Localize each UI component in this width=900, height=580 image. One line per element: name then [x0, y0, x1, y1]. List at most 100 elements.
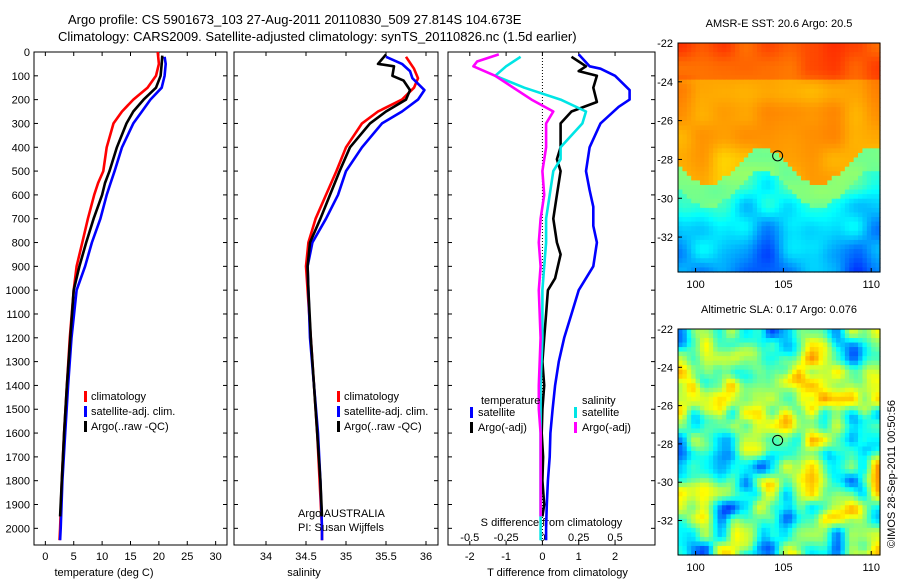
map-cell [805, 56, 811, 62]
map-cell [836, 65, 842, 72]
map-cell [792, 532, 798, 538]
map-cell [735, 194, 741, 200]
map-cell [748, 221, 754, 227]
map-cell [678, 262, 683, 269]
map-cell [840, 473, 846, 479]
map-cell [748, 396, 754, 402]
map-cell [721, 102, 727, 108]
map-cell [765, 342, 771, 348]
map-cell [779, 423, 784, 430]
map-cell [866, 387, 872, 393]
map-cell [836, 235, 842, 241]
map-cell [708, 258, 714, 264]
map-cell [849, 437, 855, 443]
map-cell [871, 171, 877, 177]
map-cell [831, 217, 837, 223]
map-cell [853, 65, 859, 72]
map-cell [827, 369, 833, 375]
map-cell [717, 139, 723, 145]
map-cell [752, 102, 758, 108]
map-cell [717, 70, 723, 76]
map-cell [844, 148, 850, 154]
map-cell [686, 478, 692, 484]
map-cell [787, 111, 793, 117]
map-cell [761, 194, 767, 200]
map-cell [704, 189, 710, 195]
map-cell [739, 396, 745, 402]
map-cell [853, 198, 859, 204]
map-cell [796, 405, 802, 411]
map-cell [708, 143, 714, 149]
map-cell [752, 329, 758, 335]
map-cell [757, 338, 763, 344]
map-cell [827, 469, 833, 475]
map-cell [875, 442, 881, 448]
map-cell [862, 347, 868, 353]
map-cell [699, 235, 705, 241]
map-cell [730, 451, 736, 457]
map-cell [678, 410, 683, 416]
map-cell [699, 365, 705, 371]
map-cell [844, 392, 850, 398]
map-cell [849, 152, 855, 159]
map-cell [678, 61, 683, 67]
map-cell [831, 487, 837, 493]
map-cell [743, 500, 749, 506]
map-cell [796, 469, 802, 475]
map-cell [871, 460, 877, 466]
map-cell [743, 143, 749, 149]
map-cell [708, 70, 714, 76]
map-cell [866, 212, 872, 218]
map-cell [678, 116, 683, 122]
map-cell [809, 396, 815, 402]
map-cell [831, 143, 837, 149]
map-cell [800, 79, 806, 85]
y-tick-label: 600 [12, 190, 30, 202]
map-cell [774, 401, 780, 407]
map-cell [796, 523, 802, 529]
map-cell [822, 532, 828, 538]
map-cell [757, 360, 763, 366]
map-cell [752, 43, 758, 49]
map-cell [805, 189, 811, 195]
map-cell [805, 194, 811, 200]
map-cell [805, 491, 811, 497]
map-cell [730, 221, 736, 227]
map-cell [748, 378, 754, 384]
map-cell [704, 442, 710, 448]
map-cell [730, 383, 736, 389]
map-cell [800, 162, 806, 168]
map-cell [853, 401, 859, 407]
map-cell [831, 419, 837, 425]
map-cell [721, 249, 727, 255]
map-cell [691, 360, 697, 366]
map-cell [871, 333, 877, 339]
map-cell [699, 88, 705, 94]
map-cell [726, 455, 732, 461]
map-cell [704, 194, 710, 200]
map-cell [779, 47, 784, 53]
map-cell [783, 244, 789, 250]
map-cell [792, 93, 798, 99]
map-cell [757, 455, 763, 461]
map-cell [682, 518, 688, 524]
map-cell [708, 446, 714, 452]
map-cell [765, 75, 771, 81]
map-cell [678, 230, 683, 236]
map-cell [836, 244, 842, 250]
map-cell [875, 65, 881, 72]
map-cell [822, 43, 828, 49]
map-cell [827, 351, 833, 357]
map-cell [739, 527, 745, 533]
map-cell [726, 365, 732, 371]
map-cell [757, 125, 763, 131]
map-cell [735, 180, 741, 186]
map-x-tick-label: 100 [686, 562, 704, 574]
map-cell [853, 111, 859, 117]
map-cell [730, 139, 736, 145]
map-cell [840, 514, 846, 520]
map-cell [757, 451, 763, 457]
map-cell [853, 116, 859, 122]
map-cell [792, 405, 798, 411]
map-cell [726, 482, 732, 488]
